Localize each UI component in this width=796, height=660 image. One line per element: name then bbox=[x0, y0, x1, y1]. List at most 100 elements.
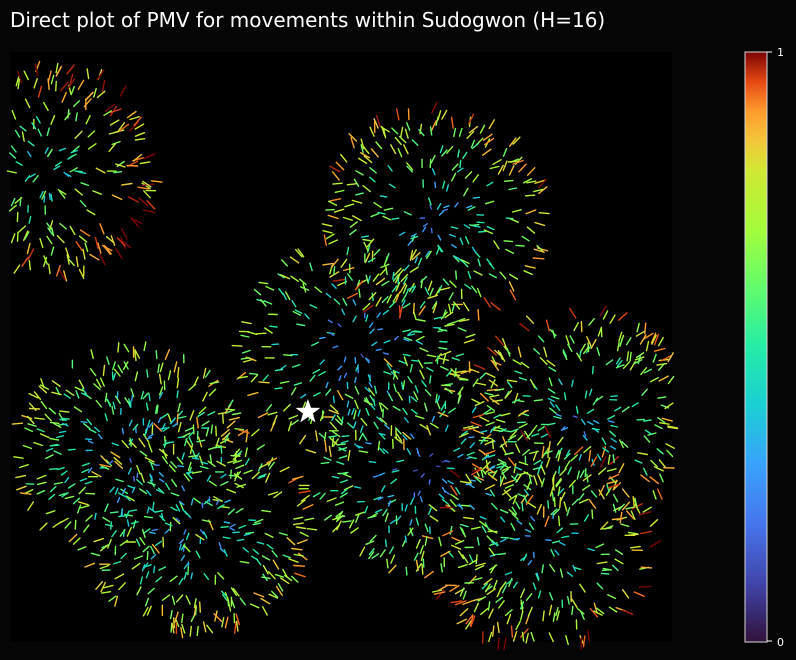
vector-arrow bbox=[571, 598, 578, 609]
vector-arrow bbox=[518, 471, 529, 476]
vector-arrow bbox=[381, 485, 386, 493]
vector-arrow bbox=[191, 457, 200, 460]
vector-arrow bbox=[379, 267, 388, 276]
vector-arrow bbox=[365, 357, 370, 364]
vector-arrow bbox=[421, 535, 434, 540]
vector-arrow bbox=[484, 583, 491, 593]
vector-arrow bbox=[205, 427, 210, 437]
vector-arrow bbox=[331, 414, 336, 421]
vector-arrow bbox=[143, 152, 156, 160]
vector-arrow bbox=[447, 480, 454, 485]
vector-arrow bbox=[397, 147, 403, 158]
vector-arrow bbox=[448, 407, 456, 414]
vector-arrow bbox=[158, 478, 165, 483]
vector-arrow bbox=[444, 311, 454, 319]
vector-arrow bbox=[49, 437, 60, 441]
vector-arrow bbox=[49, 220, 54, 231]
vector-arrow bbox=[569, 307, 577, 319]
vector-arrow bbox=[40, 378, 45, 389]
vector-arrow bbox=[434, 287, 441, 297]
vector-arrow bbox=[202, 391, 208, 402]
vector-arrow bbox=[426, 354, 437, 358]
vector-arrow bbox=[178, 577, 184, 585]
vector-arrow bbox=[162, 449, 168, 459]
vector-arrow bbox=[186, 472, 193, 480]
vector-arrow bbox=[392, 274, 399, 282]
vector-arrow bbox=[260, 597, 271, 605]
vector-arrow bbox=[479, 520, 488, 528]
vector-arrow bbox=[24, 231, 30, 240]
vector-arrow bbox=[483, 450, 496, 456]
vector-arrow bbox=[152, 501, 155, 510]
vector-arrow bbox=[625, 337, 632, 346]
vector-arrow bbox=[79, 229, 91, 237]
vector-arrow bbox=[479, 372, 487, 380]
vector-arrow bbox=[540, 433, 548, 438]
vector-arrow bbox=[541, 478, 545, 488]
vector-arrow bbox=[207, 411, 216, 416]
vector-arrow bbox=[653, 347, 666, 352]
vector-arrow bbox=[322, 229, 333, 234]
vector-arrow bbox=[462, 590, 467, 600]
vector-arrow bbox=[78, 379, 85, 389]
vector-arrow bbox=[338, 447, 347, 452]
vector-arrow bbox=[461, 504, 471, 507]
vector-arrow bbox=[228, 416, 241, 421]
vector-arrow bbox=[288, 414, 298, 420]
vector-arrow bbox=[510, 428, 519, 433]
vector-arrow bbox=[365, 314, 369, 322]
vector-arrow bbox=[277, 273, 285, 279]
vector-arrow bbox=[141, 564, 146, 572]
vector-arrow bbox=[134, 123, 145, 130]
vector-arrow bbox=[77, 546, 87, 551]
vector-arrow bbox=[507, 434, 517, 441]
vector-arrow bbox=[457, 167, 464, 173]
vector-arrow bbox=[415, 340, 423, 345]
vector-arrow bbox=[523, 494, 528, 503]
vector-arrow bbox=[419, 301, 426, 309]
vector-arrow bbox=[362, 184, 371, 193]
vector-arrow bbox=[359, 152, 371, 159]
vector-arrow bbox=[143, 190, 151, 199]
vector-arrow bbox=[469, 504, 475, 510]
vector-arrow bbox=[450, 116, 454, 129]
vector-arrow bbox=[441, 149, 448, 157]
vector-arrow bbox=[324, 440, 327, 452]
vector-arrow bbox=[621, 441, 629, 448]
vector-arrow bbox=[605, 359, 614, 366]
vector-arrow bbox=[484, 484, 496, 490]
vector-arrow bbox=[347, 273, 353, 281]
vector-arrow bbox=[612, 454, 615, 464]
vector-arrow bbox=[410, 396, 418, 402]
vector-arrow bbox=[566, 571, 574, 577]
vector-arrow bbox=[442, 530, 454, 537]
vector-arrow bbox=[13, 264, 21, 274]
vector-arrow bbox=[515, 620, 521, 630]
vector-arrow bbox=[528, 522, 535, 530]
vector-arrow bbox=[112, 361, 116, 371]
vector-arrow bbox=[618, 312, 628, 321]
vector-arrow bbox=[457, 149, 460, 158]
vector-arrow bbox=[424, 402, 428, 412]
vector-arrow bbox=[331, 171, 340, 181]
vector-arrow bbox=[555, 449, 560, 459]
vector-arrow bbox=[114, 460, 124, 469]
vector-arrow bbox=[402, 329, 411, 333]
vector-arrow bbox=[125, 510, 130, 519]
vector-arrow bbox=[206, 624, 214, 634]
vector-arrow bbox=[470, 526, 481, 530]
vector-arrow bbox=[384, 424, 390, 430]
vector-arrow bbox=[337, 365, 343, 371]
vector-arrow bbox=[146, 200, 156, 210]
vector-arrow bbox=[428, 504, 438, 512]
vector-arrow bbox=[107, 538, 112, 549]
vector-arrow bbox=[480, 607, 489, 615]
vector-arrow bbox=[372, 475, 379, 478]
vector-arrow bbox=[355, 192, 364, 196]
vector-arrow bbox=[406, 165, 413, 173]
vector-arrow bbox=[94, 236, 99, 250]
vector-arrow bbox=[378, 472, 386, 476]
vector-arrow bbox=[537, 474, 543, 485]
vector-arrow bbox=[488, 119, 495, 130]
vector-arrow bbox=[411, 285, 417, 293]
